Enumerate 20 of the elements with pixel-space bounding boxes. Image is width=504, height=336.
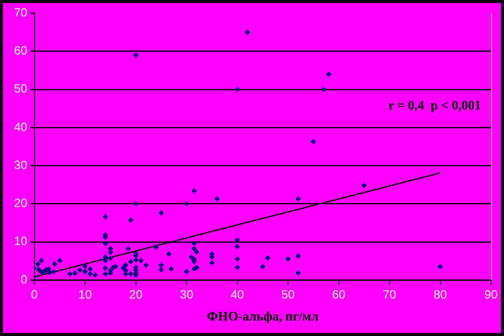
x-tick-label: 70 [382, 288, 397, 302]
y-tick-label: 50 [14, 82, 28, 96]
annotation: r = 0,4 p < 0,001 [388, 98, 481, 113]
y-tick-label: 60 [14, 44, 28, 58]
y-tick-label: 20 [14, 196, 28, 210]
x-tick-label: 30 [180, 288, 194, 302]
y-tick-label: 30 [14, 158, 28, 172]
y-tick-label: 0 [20, 272, 28, 286]
x-tick-label: 80 [434, 288, 448, 302]
x-tick-label: 90 [484, 288, 498, 302]
x-tick-label: 50 [281, 288, 296, 302]
x-tick-label: 40 [230, 288, 244, 302]
x-tick-label: 60 [332, 288, 346, 302]
y-tick-label: 10 [14, 234, 28, 248]
x-tick-label: 0 [31, 288, 38, 302]
y-tick-label: 40 [14, 120, 28, 134]
x-tick-label: 10 [78, 288, 92, 302]
x-axis-title: ФНО-альфа, пг/мл [206, 308, 318, 324]
x-tick-label: 20 [129, 288, 143, 302]
y-tick-label: 70 [14, 6, 28, 20]
